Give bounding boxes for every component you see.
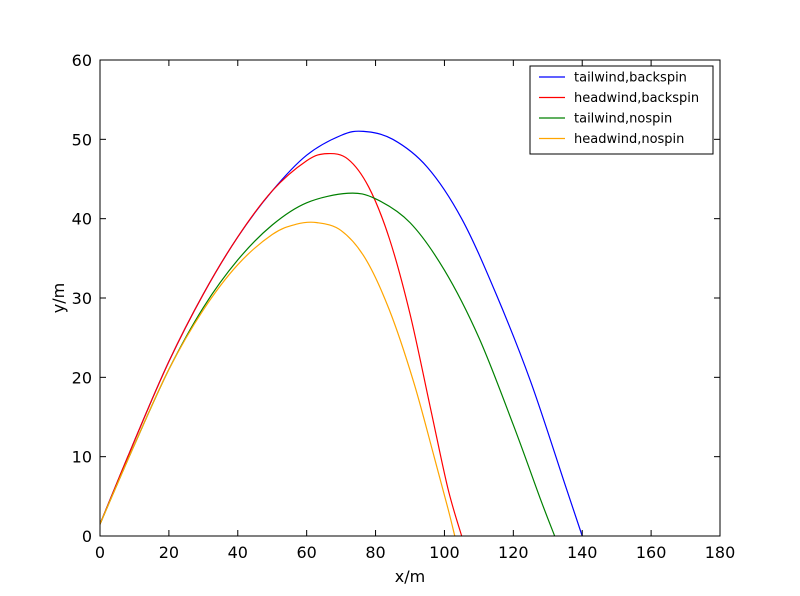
x-axis-label: x/m [395,567,425,586]
series-line-3 [99,221,456,537]
y-tick-label: 0 [82,527,92,546]
legend-items: tailwind,backspin headwind,backspin tailwi… [539,71,699,147]
legend: tailwind,backspin headwind,backspin tailwi… [529,65,714,155]
x-tick-label: 180 [705,543,736,562]
x-tick-label: 100 [429,543,460,562]
legend-label: tailwind,nospin [574,112,672,127]
y-tick-label: 20 [72,368,92,387]
x-tick-label: 160 [636,543,667,562]
y-axis-label: y/m [49,283,68,313]
x-tick-label: 140 [567,543,598,562]
x-tick-label: 120 [498,543,529,562]
legend-label: headwind,nospin [574,132,684,147]
y-tick-label: 60 [72,51,92,70]
legend-label: headwind,backspin [574,91,699,106]
x-tick-label: 0 [95,543,105,562]
y-tick-label: 50 [72,130,92,149]
x-tick-label: 40 [228,543,248,562]
y-tick-label: 40 [72,210,92,229]
y-tick-label: 30 [72,289,92,308]
legend-box [529,65,714,155]
series-line-1 [99,152,463,537]
series-layer [99,130,583,537]
x-tick-label: 80 [365,543,385,562]
ticks-layer: 0 20 40 60 80 100 120 140 160 180 0 10 20 30 40 50 60 [72,51,736,562]
y-tick-label: 10 [72,448,92,467]
legend-label: tailwind,backspin [574,71,687,86]
x-tick-label: 20 [159,543,179,562]
x-tick-label: 60 [296,543,316,562]
